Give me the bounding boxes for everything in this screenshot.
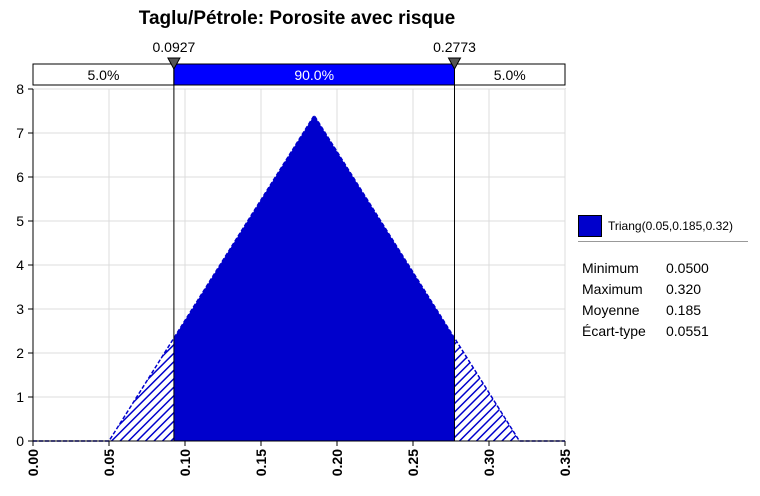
y-tick-label: 0 — [16, 433, 24, 449]
x-tick-label: 0.25 — [405, 449, 421, 476]
stats-table: Minimum 0.0500 Maximum 0.320 Moyenne 0.1… — [582, 258, 709, 342]
delimiter-label: 0.2773 — [433, 39, 476, 55]
x-tick-label: 0.05 — [101, 449, 117, 476]
stat-row: Écart-type 0.0551 — [582, 321, 709, 342]
legend-label: Triang(0.05,0.185,0.32) — [608, 219, 733, 233]
stat-row: Moyenne 0.185 — [582, 300, 709, 321]
y-tick-label: 1 — [16, 389, 24, 405]
chart-title: Taglu/Pétrole: Porosite avec risque — [139, 8, 455, 29]
x-tick-label: 0.20 — [329, 449, 345, 476]
y-tick-label: 3 — [16, 301, 24, 317]
stat-label: Moyenne — [582, 302, 640, 318]
x-tick-label: 0.15 — [253, 449, 269, 476]
x-tick-label: 0.35 — [557, 449, 573, 476]
stat-value: 0.0551 — [666, 323, 709, 339]
area-center — [173, 115, 455, 442]
legend-entry: Triang(0.05,0.185,0.32) — [578, 215, 748, 242]
legend: Triang(0.05,0.185,0.32) — [578, 215, 748, 242]
band-label: 5.0% — [87, 67, 119, 83]
x-tick-label: 0.00 — [25, 449, 41, 476]
stat-label: Minimum — [582, 260, 639, 276]
band-label: 90.0% — [294, 67, 334, 83]
y-tick-label: 7 — [16, 125, 24, 141]
area-tail-left — [109, 338, 174, 441]
y-tick-label: 8 — [16, 81, 24, 97]
band-label: 5.0% — [494, 67, 526, 83]
stat-row: Minimum 0.0500 — [582, 258, 709, 279]
y-tick-label: 6 — [16, 169, 24, 185]
delimiter-marker — [167, 57, 181, 71]
delimiter-label: 0.0927 — [152, 39, 195, 55]
y-tick-label: 2 — [16, 345, 24, 361]
stat-label: Écart-type — [582, 323, 646, 339]
stat-label: Maximum — [582, 281, 643, 297]
delimiter-marker — [447, 57, 462, 71]
stat-row: Maximum 0.320 — [582, 279, 709, 300]
y-tick-label: 5 — [16, 213, 24, 229]
y-tick-label: 4 — [16, 257, 24, 273]
stat-value: 0.185 — [666, 302, 702, 318]
x-tick-label: 0.30 — [481, 449, 497, 476]
stat-value: 0.320 — [666, 281, 702, 297]
legend-swatch — [578, 215, 602, 237]
area-tail-right — [454, 338, 520, 441]
x-tick-label: 0.10 — [177, 449, 193, 476]
stat-value: 0.0500 — [666, 260, 709, 276]
